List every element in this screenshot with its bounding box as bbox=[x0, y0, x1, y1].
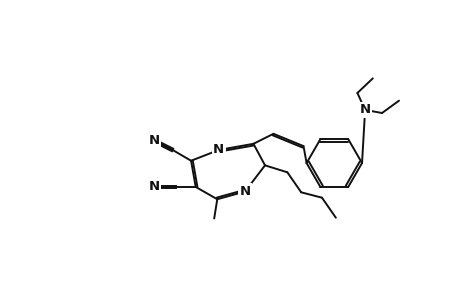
Text: N: N bbox=[213, 143, 224, 157]
Text: N: N bbox=[148, 180, 159, 194]
Text: N: N bbox=[239, 185, 250, 198]
Text: N: N bbox=[148, 134, 159, 147]
Text: N: N bbox=[359, 103, 370, 116]
